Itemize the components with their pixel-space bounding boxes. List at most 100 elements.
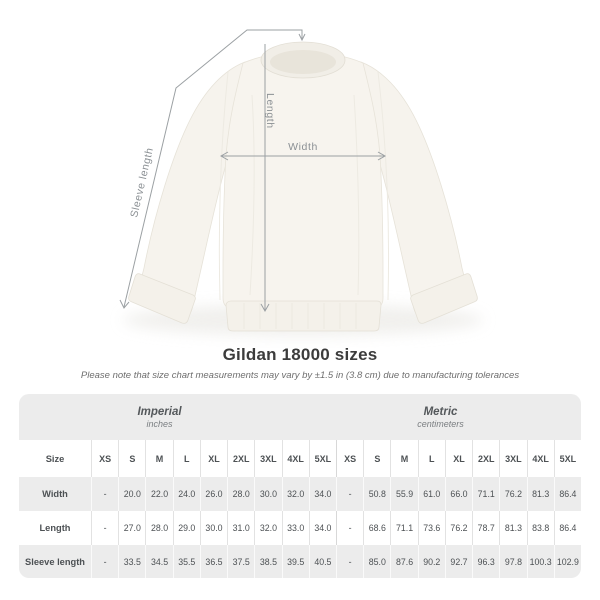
value-cell: 28.0 [145, 511, 172, 545]
sweatshirt-illustration [123, 41, 483, 336]
size-header-row: Size XS S M L XL 2XL 3XL 4XL 5XL XS S M L XL 2XL 3XL 4XL 5… [19, 440, 581, 477]
unit-header-row: Imperial inches Metric centimeters [19, 394, 581, 440]
value-cell: 28.0 [227, 477, 254, 511]
unit-subtitle: centimeters [417, 418, 464, 429]
size-col-header: 4XL [281, 440, 309, 477]
value-cell: 40.5 [308, 545, 336, 578]
value-cell: 32.0 [254, 511, 281, 545]
size-corner-header: Size [45, 453, 65, 464]
waistband-ribs [243, 303, 357, 329]
value-cell: 76.2 [444, 511, 472, 545]
size-col-header: M [390, 440, 417, 477]
sleeve-length-label: Sleeve length [128, 146, 156, 218]
value-cell: 100.3 [526, 545, 554, 578]
value-cell: - [91, 545, 118, 578]
value-cell: 26.0 [199, 477, 227, 511]
value-cell: 92.7 [444, 545, 472, 578]
waistband [225, 300, 382, 332]
measurement-row: Sleeve length -33.5 34.5 35.5 36.5 37.5 38.5 39… [19, 545, 581, 578]
unit-name: Imperial [137, 405, 182, 418]
value-cell: 32.0 [281, 477, 309, 511]
value-cell: 97.8 [499, 545, 526, 578]
length-label: Length [264, 93, 276, 129]
unit-header-imperial: Imperial inches [19, 394, 300, 440]
value-cell: 76.2 [499, 477, 526, 511]
value-cell: 24.0 [172, 477, 200, 511]
dimension-lines [119, 29, 387, 313]
size-col-header: 5XL [553, 440, 581, 477]
arrow-down-icon [298, 33, 306, 42]
row-label: Width [42, 489, 68, 499]
value-cell: 50.8 [363, 477, 390, 511]
page-title: Gildan 18000 sizes [222, 345, 378, 364]
size-col-header: XS [335, 440, 363, 477]
size-col-header: L [172, 440, 200, 477]
value-cell: 71.1 [390, 511, 417, 545]
value-cell: 86.4 [553, 477, 581, 511]
value-cell: 39.5 [281, 545, 309, 578]
unit-name: Metric [423, 405, 458, 418]
size-col-header: XS [91, 440, 118, 477]
measurement-row: Length -27.0 28.0 29.0 30.0 31.0 32.0 33.0 34.0-… [19, 511, 581, 545]
sleeve-length-dimension [119, 29, 306, 309]
value-cell: 33.0 [281, 511, 309, 545]
arrow-down-icon [260, 303, 270, 313]
value-cell: 20.0 [118, 477, 145, 511]
length-dimension [260, 44, 270, 313]
value-cell: 83.8 [526, 511, 554, 545]
value-cell: - [335, 477, 363, 511]
value-cell: 102.9 [553, 545, 581, 578]
value-cell: 35.5 [172, 545, 200, 578]
size-col-header: 4XL [526, 440, 554, 477]
size-col-header: S [118, 440, 145, 477]
value-cell: 27.0 [118, 511, 145, 545]
measurement-row: Width -20.0 22.0 24.0 26.0 28.0 30.0 32.0 34.0-5… [19, 477, 581, 511]
value-cell: 81.3 [526, 477, 554, 511]
value-cell: 22.0 [145, 477, 172, 511]
value-cell: 68.6 [363, 511, 390, 545]
size-col-header: 2XL [227, 440, 254, 477]
value-cell: 61.0 [417, 477, 445, 511]
arrow-left-icon [219, 151, 229, 161]
size-col-header: 3XL [499, 440, 526, 477]
value-cell: 73.6 [417, 511, 445, 545]
value-cell: 31.0 [227, 511, 254, 545]
value-cell: 30.0 [254, 477, 281, 511]
right-cuff [410, 273, 478, 324]
size-col-header: 5XL [308, 440, 336, 477]
value-cell: 33.5 [118, 545, 145, 578]
size-col-header: M [145, 440, 172, 477]
size-col-header: XL [199, 440, 227, 477]
arrow-end-icon [119, 299, 130, 309]
size-col-header: XL [444, 440, 472, 477]
size-col-header: 3XL [254, 440, 281, 477]
value-cell: 34.0 [308, 477, 336, 511]
fabric-folds [218, 71, 390, 301]
size-table: Imperial inches Metric centimeters Size X… [19, 394, 581, 578]
value-cell: 86.4 [553, 511, 581, 545]
value-cell: 37.5 [227, 545, 254, 578]
value-cell: 96.3 [472, 545, 499, 578]
value-cell: 29.0 [172, 511, 200, 545]
sweatshirt-diagram: Length Width Sleeve length [119, 29, 483, 336]
value-cell: 66.0 [444, 477, 472, 511]
unit-subtitle: inches [146, 418, 173, 429]
value-cell: - [335, 511, 363, 545]
left-cuff [128, 273, 196, 324]
value-cell: - [91, 477, 118, 511]
row-label: Length [39, 523, 71, 533]
value-cell: 36.5 [199, 545, 227, 578]
size-col-header: S [363, 440, 390, 477]
value-cell: 81.3 [499, 511, 526, 545]
value-cell: 30.0 [199, 511, 227, 545]
unit-header-metric: Metric centimeters [300, 394, 581, 440]
value-cell: 71.1 [472, 477, 499, 511]
tolerance-note: Please note that size chart measurements… [80, 370, 520, 381]
value-cell: 55.9 [390, 477, 417, 511]
width-dimension [219, 151, 387, 161]
value-cell: 85.0 [363, 545, 390, 578]
size-table-rows: Size XS S M L XL 2XL 3XL 4XL 5XL XS S M L XL 2XL 3XL 4XL 5… [19, 440, 581, 578]
value-cell: 34.5 [145, 545, 172, 578]
width-label: Width [288, 141, 318, 153]
